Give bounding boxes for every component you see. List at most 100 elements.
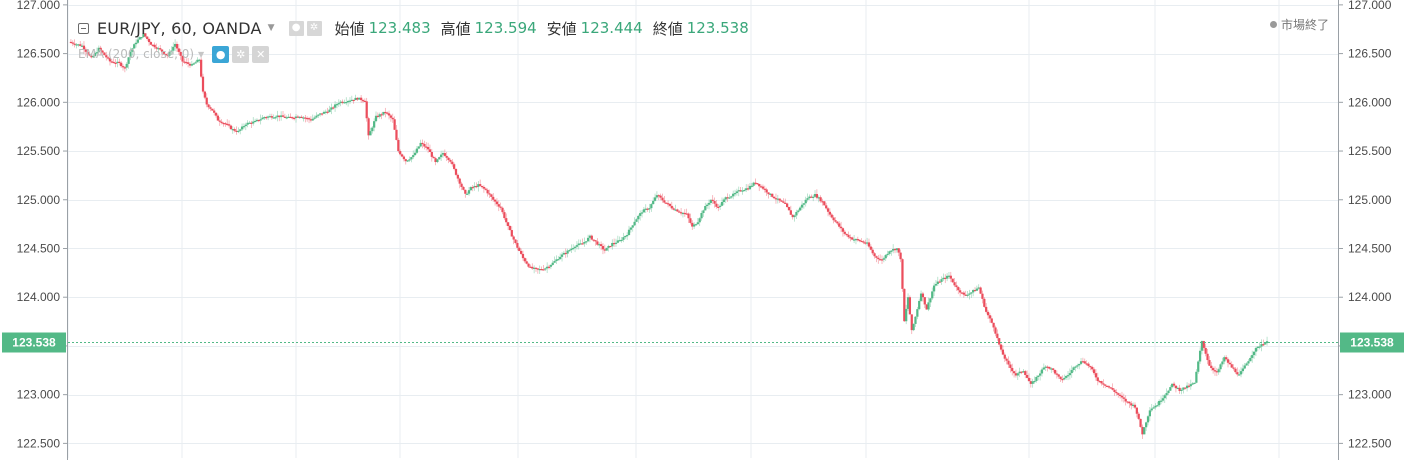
- gear-icon[interactable]: ✲: [306, 20, 322, 36]
- candle-body: [1066, 375, 1070, 377]
- candle: [679, 208, 683, 216]
- candle-body: [882, 258, 885, 260]
- candle-body: [253, 120, 257, 123]
- gear-icon[interactable]: ✲: [232, 45, 250, 63]
- candle-body: [817, 197, 820, 199]
- candle: [527, 262, 530, 269]
- candle: [101, 49, 104, 54]
- candle-body: [99, 47, 102, 51]
- candle: [743, 188, 746, 192]
- candle: [627, 225, 631, 236]
- candle-body: [138, 37, 141, 40]
- close-icon[interactable]: ✕: [252, 45, 270, 63]
- chevron-down-icon[interactable]: ▼: [198, 49, 205, 59]
- candle: [211, 108, 214, 111]
- candle: [767, 192, 770, 199]
- candle: [977, 284, 980, 290]
- candle-body: [1195, 371, 1198, 383]
- candle-body: [1180, 389, 1183, 391]
- candle: [1020, 371, 1023, 375]
- candle: [376, 112, 379, 119]
- candle-body: [836, 221, 839, 224]
- candle: [1118, 392, 1122, 399]
- candle: [746, 184, 750, 191]
- candle: [495, 198, 499, 207]
- candle: [252, 117, 255, 126]
- y-tick-label-left: 125.500: [17, 144, 61, 158]
- candle: [666, 200, 670, 208]
- candle: [1143, 426, 1146, 435]
- candle-body: [618, 240, 621, 242]
- candle-body: [869, 246, 872, 250]
- candle-body: [1098, 381, 1101, 383]
- candle-body: [514, 239, 517, 243]
- candle: [925, 303, 928, 310]
- candle-body: [996, 333, 999, 339]
- candle: [155, 43, 158, 51]
- candle: [890, 250, 893, 256]
- eye-icon[interactable]: ●: [288, 20, 304, 36]
- candle: [267, 115, 270, 121]
- candle: [1115, 389, 1118, 396]
- candle: [1029, 378, 1032, 388]
- candle-body: [609, 245, 612, 248]
- candle: [722, 197, 725, 206]
- candle: [222, 121, 225, 127]
- candle: [875, 255, 878, 263]
- candle-body: [315, 115, 318, 118]
- candle-body: [274, 117, 277, 119]
- candle: [562, 250, 566, 255]
- candle: [622, 232, 625, 243]
- candle: [804, 196, 807, 207]
- candle: [386, 111, 389, 116]
- candle-body: [267, 116, 270, 118]
- candle-body: [436, 159, 439, 163]
- candle-body: [296, 116, 299, 118]
- candle: [133, 42, 136, 49]
- candle-body: [198, 59, 201, 61]
- symbol-title[interactable]: EUR/JPY, 60, OANDA: [97, 18, 262, 38]
- candle-body: [69, 41, 73, 44]
- candle-body: [376, 115, 379, 117]
- candle: [735, 188, 739, 196]
- candle-body: [1200, 341, 1204, 351]
- candle: [493, 198, 497, 206]
- candle-body: [834, 220, 837, 222]
- candle: [160, 49, 164, 57]
- candle: [1139, 418, 1142, 428]
- candle-body: [925, 304, 928, 310]
- candle: [339, 100, 342, 107]
- candle-body: [726, 197, 729, 199]
- candle-body: [590, 235, 593, 240]
- candle-body: [778, 198, 781, 201]
- collapse-icon[interactable]: [78, 22, 89, 34]
- candle: [646, 207, 649, 212]
- candle: [1226, 357, 1230, 368]
- candle: [88, 52, 91, 57]
- chevron-down-icon[interactable]: ▼: [267, 23, 275, 33]
- candle-body: [679, 212, 683, 214]
- candle-body: [77, 44, 80, 46]
- eye-icon[interactable]: ●: [212, 45, 230, 63]
- candle-body: [280, 115, 283, 118]
- candle: [484, 187, 487, 191]
- candle-body: [313, 117, 316, 119]
- candle-body: [685, 213, 688, 215]
- indicator-title[interactable]: EMA (200, close, 0): [78, 47, 195, 61]
- candle: [149, 41, 153, 45]
- candle: [1128, 401, 1131, 408]
- candle: [209, 105, 212, 112]
- candle-body: [886, 253, 889, 256]
- candle: [916, 306, 919, 320]
- candle-body: [432, 156, 435, 159]
- candle: [220, 119, 223, 125]
- candle: [795, 209, 798, 219]
- candle-body: [856, 239, 859, 241]
- candle-body: [131, 48, 134, 52]
- candle: [806, 193, 809, 202]
- candle: [923, 297, 926, 309]
- candle: [717, 204, 720, 212]
- candle: [1040, 367, 1044, 377]
